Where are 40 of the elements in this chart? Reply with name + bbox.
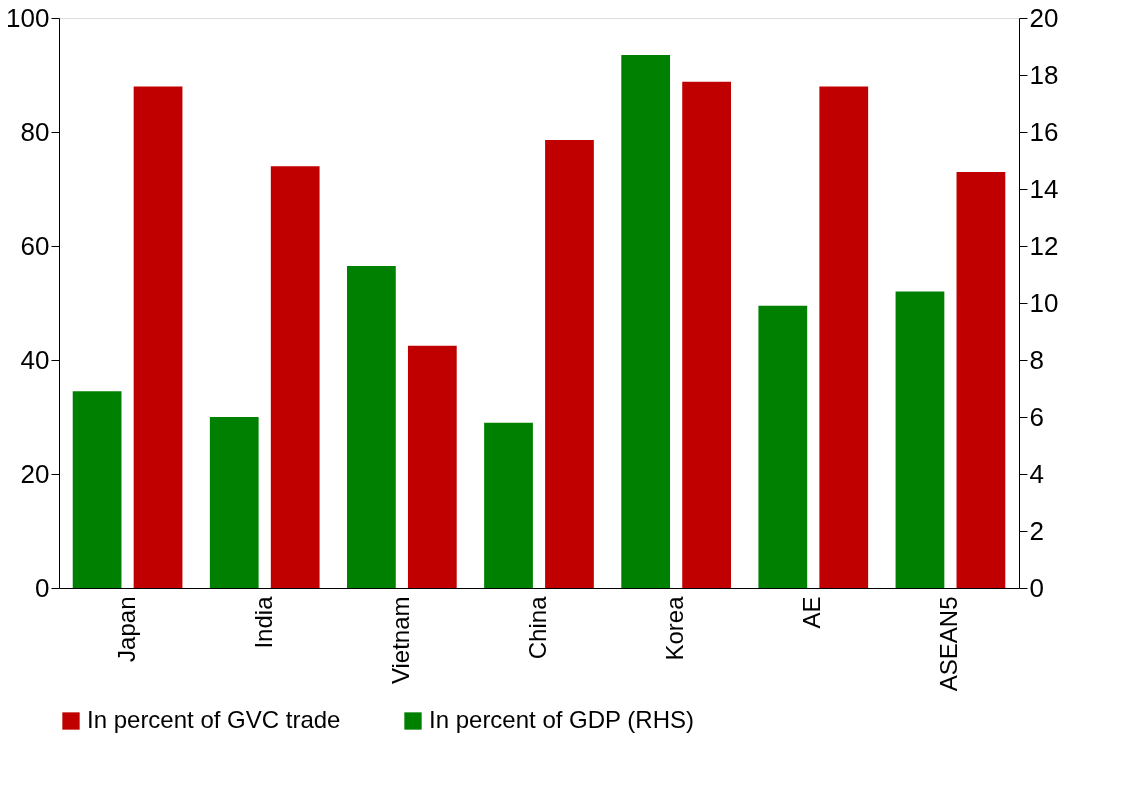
legend-label: In percent of GVC trade bbox=[87, 706, 341, 733]
bar bbox=[682, 81, 731, 588]
y-tick-label: 20 bbox=[20, 458, 50, 489]
y2-tick-label: 12 bbox=[1029, 230, 1059, 261]
bar bbox=[758, 305, 808, 588]
x-tick-label: Japan bbox=[112, 596, 140, 662]
y2-tick-label: 6 bbox=[1029, 401, 1044, 432]
y2-tick-label: 20 bbox=[1029, 2, 1059, 33]
y2-tick-label: 10 bbox=[1029, 287, 1059, 318]
x-tick-label: India bbox=[249, 595, 277, 649]
y2-tick-label: 4 bbox=[1029, 458, 1044, 489]
bar bbox=[407, 345, 457, 588]
y-tick-label: 40 bbox=[20, 344, 50, 375]
bar bbox=[133, 86, 183, 588]
bar bbox=[895, 291, 945, 588]
y2-tick-label: 18 bbox=[1029, 59, 1059, 90]
x-tick-label: Vietnam bbox=[386, 596, 414, 685]
x-tick-label: China bbox=[524, 595, 551, 660]
bar bbox=[270, 166, 320, 588]
bar bbox=[72, 391, 122, 588]
x-tick-label: Korea bbox=[661, 595, 689, 661]
legend-label: In percent of GDP (RHS) bbox=[429, 706, 694, 733]
y2-tick-label: 16 bbox=[1029, 116, 1059, 147]
bar bbox=[209, 417, 259, 588]
y-tick-label: 60 bbox=[20, 230, 50, 261]
y2-tick-label: 2 bbox=[1029, 515, 1044, 546]
y-tick-label: 100 bbox=[6, 2, 50, 33]
x-tick-label: ASEAN5 bbox=[935, 596, 963, 692]
y2-tick-label: 0 bbox=[1029, 572, 1044, 603]
bar bbox=[545, 139, 594, 588]
bar bbox=[956, 171, 1006, 588]
bar bbox=[621, 55, 671, 588]
bar bbox=[347, 265, 396, 588]
bar bbox=[484, 422, 533, 588]
y2-tick-label: 14 bbox=[1029, 173, 1059, 204]
y2-tick-label: 8 bbox=[1029, 344, 1044, 375]
y-tick-label: 80 bbox=[20, 116, 50, 147]
bar bbox=[819, 86, 869, 588]
x-tick-label: AE bbox=[798, 596, 826, 629]
y-tick-label: 0 bbox=[35, 572, 50, 603]
